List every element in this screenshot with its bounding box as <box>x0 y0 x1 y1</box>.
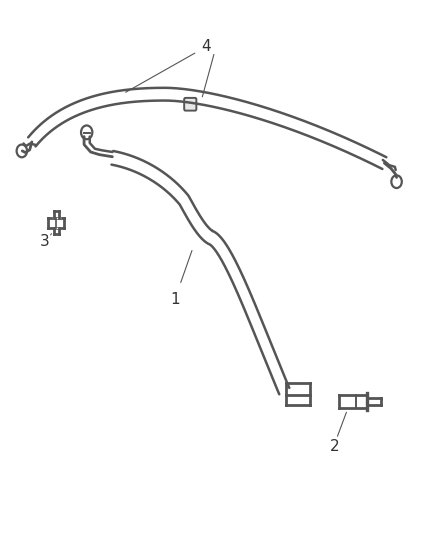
Text: 4: 4 <box>201 39 211 54</box>
Text: 3: 3 <box>40 233 50 248</box>
Text: 1: 1 <box>171 292 180 307</box>
FancyBboxPatch shape <box>184 98 196 111</box>
Text: 2: 2 <box>329 439 339 454</box>
